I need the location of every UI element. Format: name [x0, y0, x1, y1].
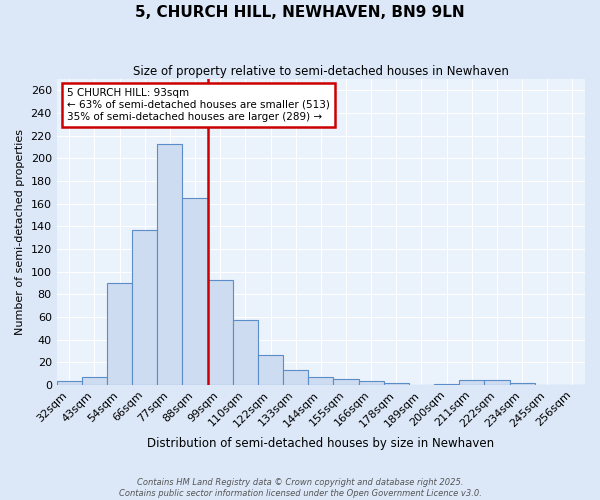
Bar [107, 283, 132, 385]
Bar [56, 382, 82, 385]
Bar [208, 280, 233, 385]
Bar [233, 320, 258, 385]
Bar [359, 382, 384, 385]
Bar [132, 230, 157, 385]
Bar [434, 384, 459, 385]
Bar [384, 382, 409, 385]
Text: 5 CHURCH HILL: 93sqm
← 63% of semi-detached houses are smaller (513)
35% of semi: 5 CHURCH HILL: 93sqm ← 63% of semi-detac… [67, 88, 330, 122]
Bar [459, 380, 484, 385]
X-axis label: Distribution of semi-detached houses by size in Newhaven: Distribution of semi-detached houses by … [147, 437, 494, 450]
Bar [182, 198, 208, 385]
Bar [258, 356, 283, 385]
Bar [334, 379, 359, 385]
Bar [484, 380, 509, 385]
Bar [82, 377, 107, 385]
Y-axis label: Number of semi-detached properties: Number of semi-detached properties [15, 129, 25, 335]
Bar [283, 370, 308, 385]
Bar [308, 377, 334, 385]
Text: 5, CHURCH HILL, NEWHAVEN, BN9 9LN: 5, CHURCH HILL, NEWHAVEN, BN9 9LN [135, 5, 465, 20]
Bar [509, 382, 535, 385]
Title: Size of property relative to semi-detached houses in Newhaven: Size of property relative to semi-detach… [133, 65, 509, 78]
Bar [157, 144, 182, 385]
Text: Contains HM Land Registry data © Crown copyright and database right 2025.
Contai: Contains HM Land Registry data © Crown c… [119, 478, 481, 498]
